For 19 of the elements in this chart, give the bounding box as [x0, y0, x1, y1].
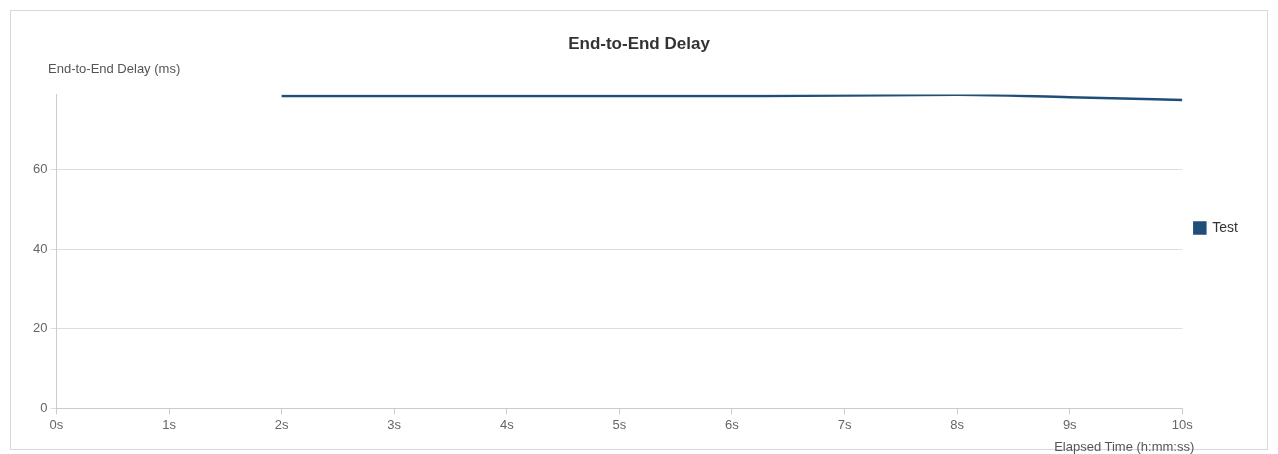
- x-tick-label: 0s: [49, 416, 64, 432]
- x-tick-label: 1s: [162, 416, 177, 432]
- x-tick-label: 7s: [837, 416, 852, 432]
- y-tick-label: 60: [32, 161, 48, 177]
- x-tick-label: 2s: [274, 416, 289, 432]
- y-axis-title: End-to-End Delay (ms): [48, 61, 181, 77]
- x-tick-label: 4s: [499, 416, 515, 432]
- x-tick-label: 6s: [725, 416, 740, 432]
- x-tick-label: 5s: [612, 416, 627, 432]
- y-tick-label: 20: [32, 320, 48, 336]
- y-tick-label: 0: [40, 399, 48, 415]
- legend-label: Test: [1212, 218, 1239, 235]
- x-axis-title: Elapsed Time (h:mm:ss): [1054, 439, 1195, 454]
- x-tick-label: 8s: [950, 416, 965, 432]
- x-tick-label: 9s: [1062, 416, 1078, 432]
- x-tick-label: 10s: [1171, 416, 1194, 432]
- chart-title: End-to-End Delay: [568, 33, 711, 53]
- y-tick-label: 40: [32, 240, 48, 256]
- x-tick-label: 3s: [387, 416, 402, 432]
